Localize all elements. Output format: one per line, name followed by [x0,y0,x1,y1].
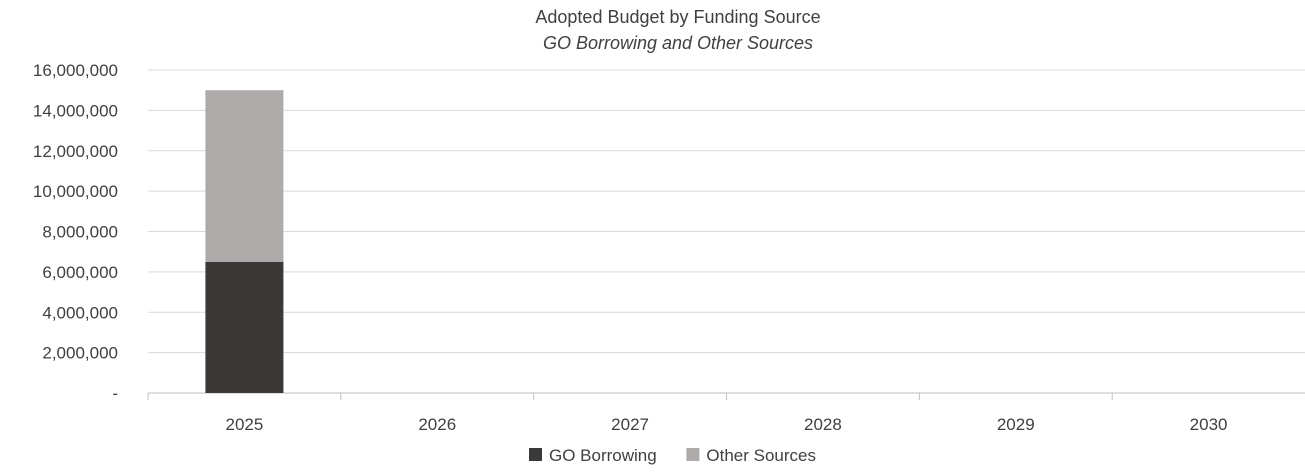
y-tick-label: 2,000,000 [42,344,118,363]
chart-title: Adopted Budget by Funding Source [535,7,820,27]
y-tick-label: 10,000,000 [33,182,118,201]
x-tick-label: 2030 [1190,415,1228,434]
x-tick-label: 2025 [226,415,264,434]
legend-swatch [529,448,542,461]
bars [205,90,284,393]
legend: GO Borrowing Other Sources [529,446,816,465]
legend-label: GO Borrowing [549,446,657,465]
y-axis: - 2,000,000 4,000,000 6,000,000 8,000,000 10,… [33,61,118,403]
grid-lines [148,69,1305,354]
bar-go-borrowing [205,261,284,393]
y-tick-label: 4,000,000 [42,303,118,322]
chart-subtitle: GO Borrowing and Other Sources [543,33,813,53]
bar-other-sources [205,90,284,262]
y-tick-label: 16,000,000 [33,61,118,80]
y-tick-label: 14,000,000 [33,101,118,120]
x-tick-label: 2027 [611,415,649,434]
x-axis: 2025 2026 2027 2028 2029 2030 [147,392,1305,434]
y-tick-label: 12,000,000 [33,142,118,161]
legend-label: Other Sources [706,446,816,465]
x-tick-label: 2026 [418,415,456,434]
legend-swatch [686,448,700,461]
x-tick-label: 2028 [804,415,842,434]
y-tick-label: 6,000,000 [42,263,118,282]
y-tick-label: - [112,384,118,403]
y-tick-label: 8,000,000 [42,223,118,242]
x-tick-label: 2029 [997,415,1035,434]
